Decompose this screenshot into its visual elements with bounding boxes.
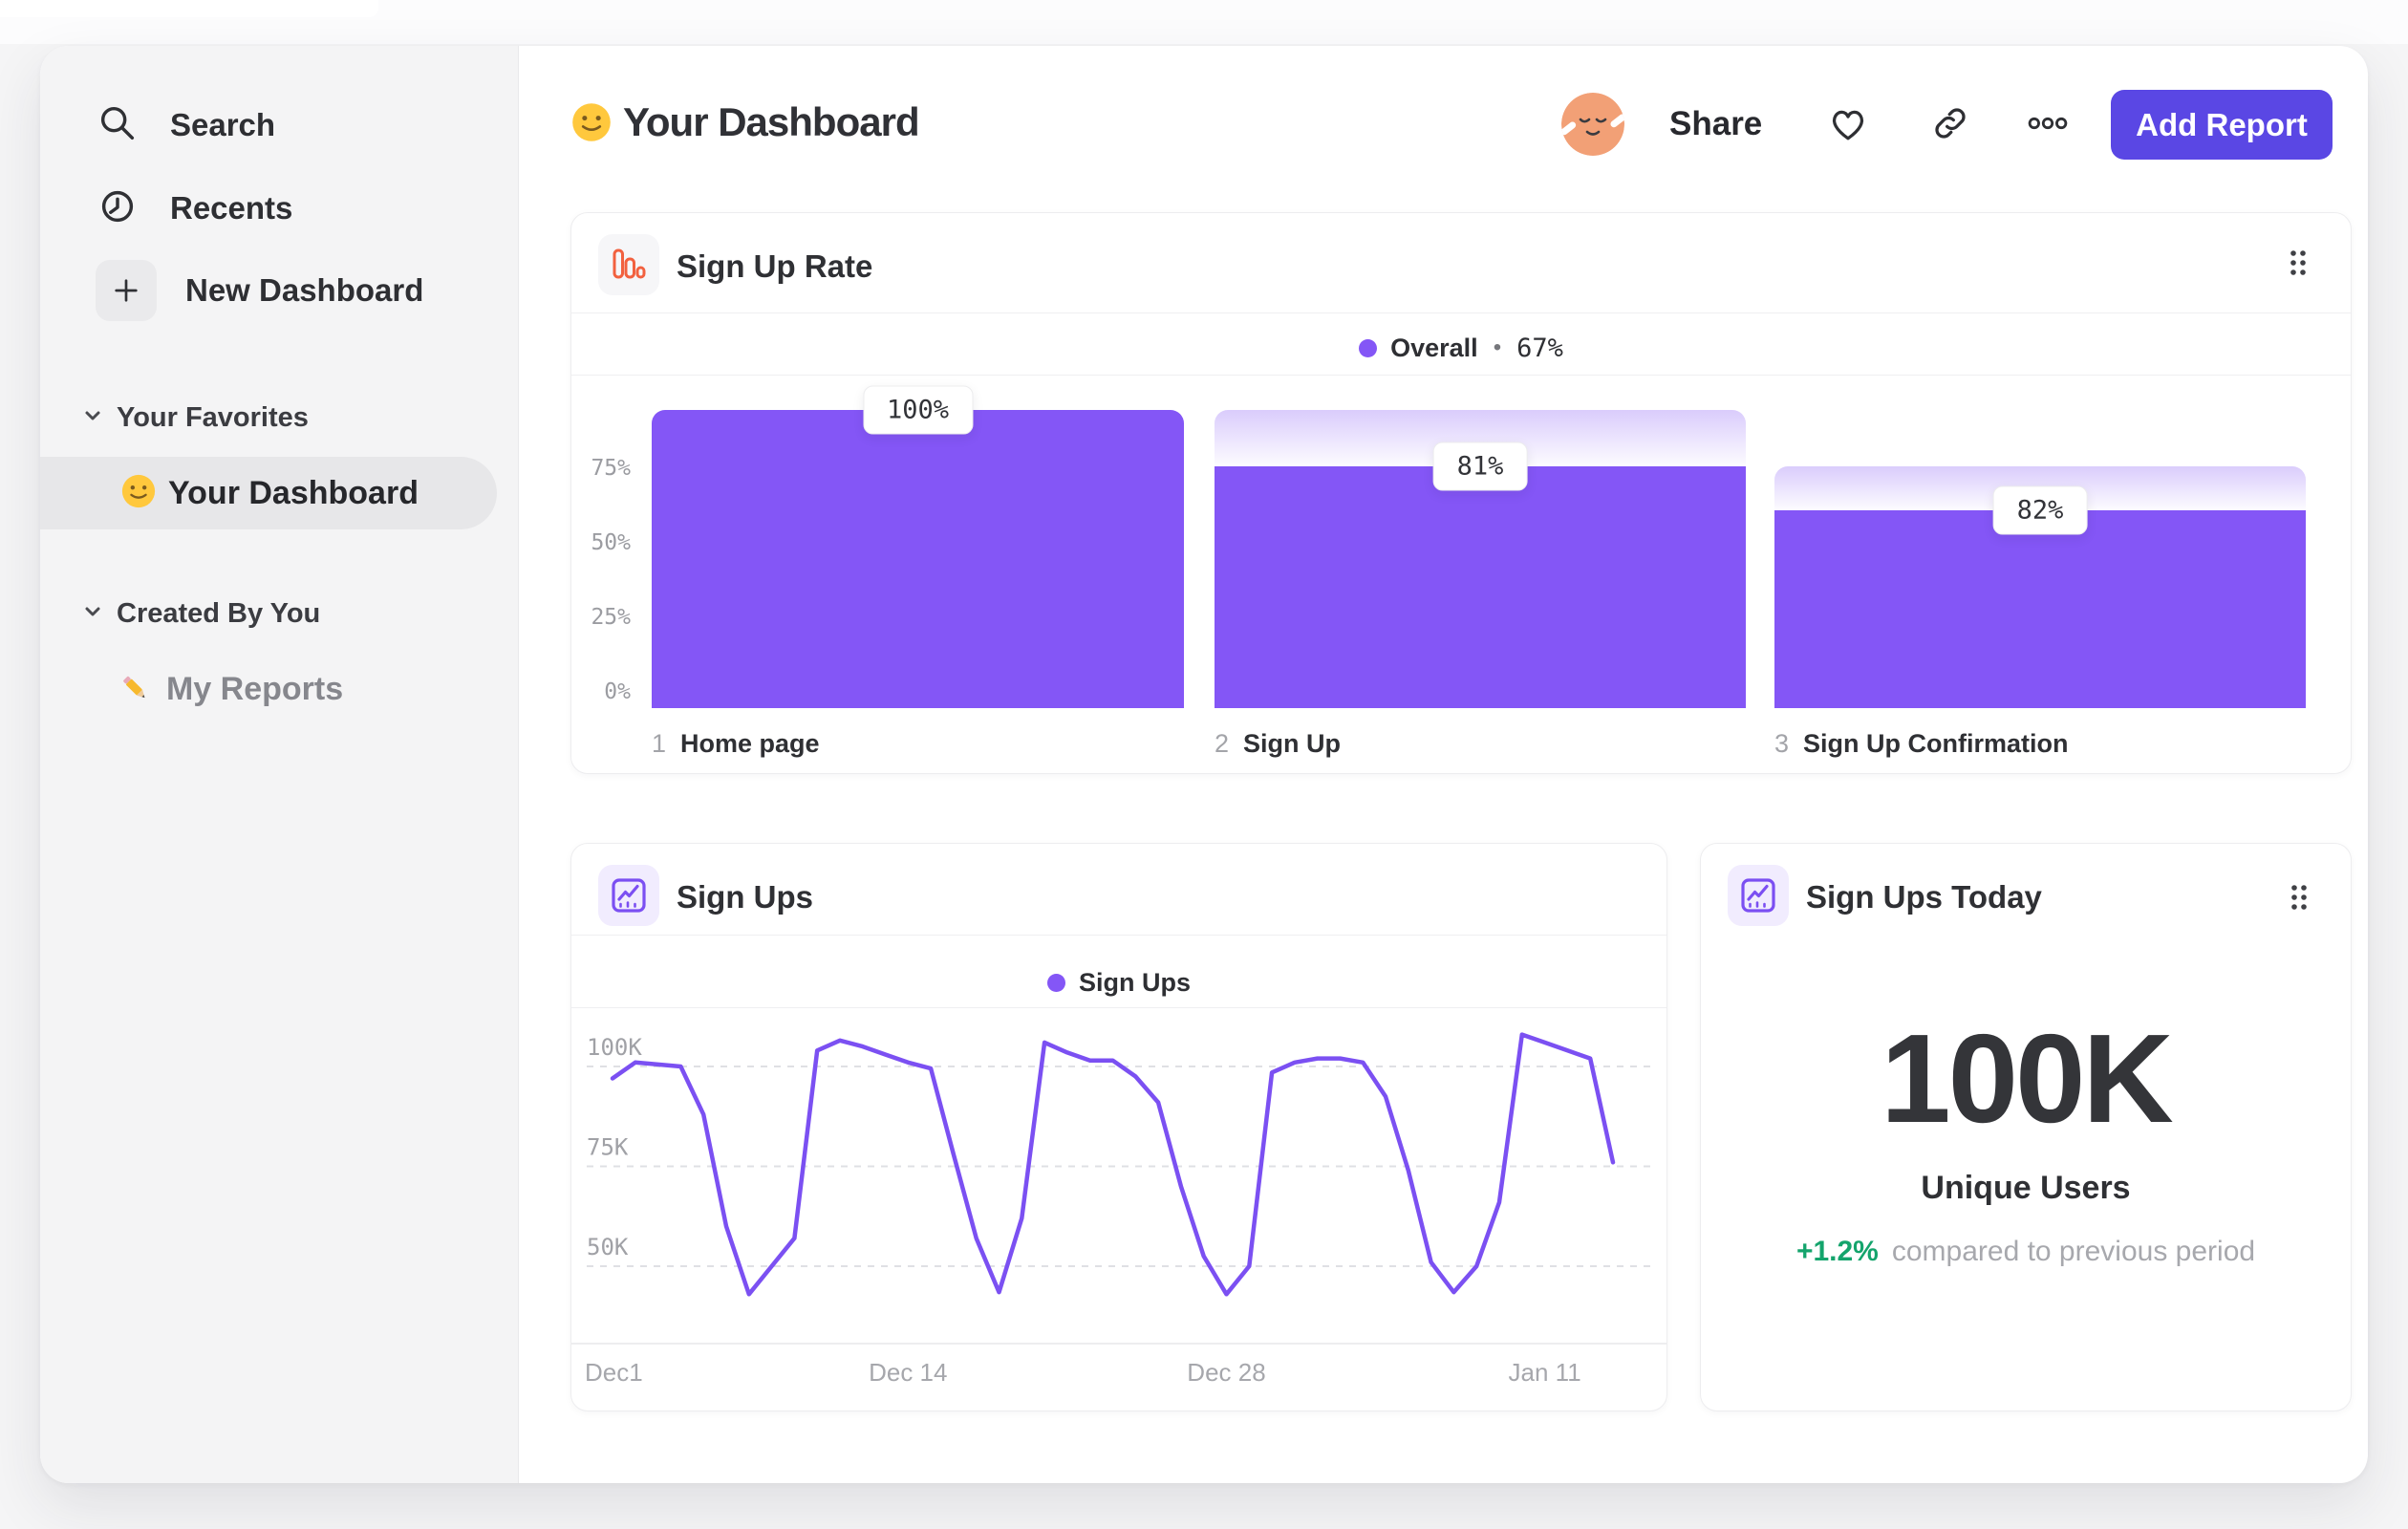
sidebar-item-your-dashboard-selected[interactable]: Your Dashboard [40, 457, 497, 529]
y-axis-tick: 0% [604, 679, 631, 704]
funnel-bar-solid [652, 410, 1184, 708]
legend-dot [1359, 338, 1378, 357]
funnel-badge: 82% [1992, 485, 2088, 535]
sidebar-section-your-favorites[interactable]: Your Favorites [82, 396, 309, 440]
sidebar-item-label: Search [170, 107, 276, 142]
funnel-step-name: Sign Up Confirmation [1803, 729, 2069, 758]
sidebar-section-created-by-you[interactable]: Created By You [82, 592, 320, 635]
funnel-badge: 100% [862, 385, 974, 435]
more-options-icon[interactable] [2026, 107, 2070, 144]
plus-icon [96, 260, 157, 321]
legend-value: 67% [1516, 333, 1563, 363]
copy-link-icon[interactable] [1928, 101, 1972, 150]
funnel-step-name: Sign Up [1243, 729, 1342, 758]
page-top-band [0, 0, 2408, 44]
card-title: Sign Up Rate [677, 248, 873, 284]
sidebar-item-label: Recents [170, 190, 293, 226]
y-axis-tick: 25% [591, 605, 631, 630]
svg-text:Dec 28: Dec 28 [1187, 1358, 1265, 1387]
y-axis-tick: 75% [591, 456, 631, 481]
delta-badge: +1.2% [1795, 1236, 1879, 1267]
chevron-down-icon [82, 405, 103, 431]
legend-separator: • [1493, 334, 1502, 360]
drag-handle-icon[interactable] [2288, 248, 2309, 283]
funnel-bar-sign-up-confirmation[interactable]: 82% [1774, 410, 2306, 708]
share-button[interactable]: Share [1669, 105, 1763, 142]
sidebar-item-search[interactable]: Search [96, 94, 275, 157]
metric-label: Unique Users [1921, 1170, 2131, 1206]
sidebar-item-my-reports[interactable]: My Reports [117, 662, 343, 716]
sidebar-item-label: Your Dashboard [168, 474, 419, 511]
funnel-bar-sign-up[interactable]: 81% [1215, 410, 1746, 708]
sign-up-rate-card: Sign Up Rate Overall • 67% 75% 50% 25% 0… [570, 212, 2352, 774]
svg-text:75K: 75K [587, 1134, 629, 1161]
comparison-text: compared to previous period [1891, 1236, 2256, 1267]
sidebar-item-recents[interactable]: Recents [96, 177, 292, 240]
svg-text:50K: 50K [587, 1234, 629, 1260]
card-title: Sign Ups [677, 879, 814, 915]
avatar[interactable] [1561, 93, 1624, 156]
funnel-bar-solid [1774, 509, 2306, 708]
funnel-bar-solid [1215, 466, 1746, 708]
sidebar-section-label: Created By You [117, 597, 321, 629]
sign-ups-card: Sign Ups Sign Ups 50K 75K 100K Dec1 Dec 14 De… [570, 843, 1667, 1411]
sidebar: Search Recents New Dashboard Your Favori… [40, 46, 519, 1483]
search-icon [96, 101, 140, 150]
clock-icon [96, 184, 140, 233]
svg-text:Dec1: Dec1 [585, 1358, 643, 1387]
line-chart-icon [1728, 865, 1789, 926]
page-title: Your Dashboard [623, 99, 920, 144]
sign-ups-line-chart[interactable]: 50K 75K 100K Dec1 Dec 14 Dec 28 Jan 11 [571, 844, 1666, 1411]
funnel-bar-home-page[interactable]: 100% [652, 385, 1184, 708]
legend-label: Sign Ups [1078, 967, 1191, 997]
slightly-smiling-face-emoji [120, 473, 157, 514]
divider [571, 935, 1666, 936]
line-chart-icon [598, 865, 659, 926]
comparison-row: +1.2% compared to previous period [1701, 1236, 2351, 1268]
sign-ups-today-card: Sign Ups Today 100K Unique Users +1.2% c… [1700, 843, 2352, 1411]
card-title: Sign Ups Today [1806, 879, 2042, 915]
sidebar-section-label: Your Favorites [117, 401, 309, 433]
big-number-value: 100K [1881, 1008, 2174, 1149]
legend-label: Overall [1390, 333, 1478, 362]
svg-text:Jan 11: Jan 11 [1509, 1358, 1581, 1387]
divider [571, 1007, 1666, 1008]
funnel-step-label: 3 Sign Up Confirmation [1774, 729, 2069, 759]
funnel-step-name: Home page [680, 729, 820, 758]
funnel-chart-icon [598, 234, 659, 295]
legend-dot [1046, 973, 1065, 992]
sidebar-item-new-dashboard[interactable]: New Dashboard [96, 259, 423, 322]
svg-text:Dec 14: Dec 14 [869, 1358, 947, 1387]
pencil-emoji [117, 669, 153, 710]
funnel-plot: 75% 50% 25% 0% 100% 81% 82% [571, 385, 2351, 708]
divider [571, 312, 2351, 313]
funnel-step-label: 1 Home page [652, 729, 820, 759]
funnel-step-number: 3 [1774, 729, 1790, 758]
sidebar-item-label: My Reports [166, 670, 344, 707]
chevron-down-icon [82, 601, 103, 627]
favorite-heart-icon[interactable] [1826, 101, 1870, 150]
svg-text:100K: 100K [587, 1034, 642, 1061]
slightly-smiling-face-emoji [570, 101, 613, 148]
browser-chrome-strip [0, 0, 378, 17]
add-report-button[interactable]: Add Report [2111, 90, 2333, 160]
drag-handle-icon[interactable] [2289, 882, 2310, 917]
funnel-legend[interactable]: Overall • 67% [571, 326, 2351, 370]
y-axis-tick: 50% [591, 530, 631, 555]
funnel-step-label: 2 Sign Up [1215, 729, 1341, 759]
funnel-step-number: 1 [652, 729, 667, 758]
divider [571, 375, 2351, 376]
line-legend[interactable]: Sign Ups [571, 958, 1666, 1006]
sidebar-item-label: New Dashboard [185, 272, 424, 308]
funnel-badge: 81% [1432, 441, 1528, 491]
funnel-step-number: 2 [1215, 729, 1230, 758]
